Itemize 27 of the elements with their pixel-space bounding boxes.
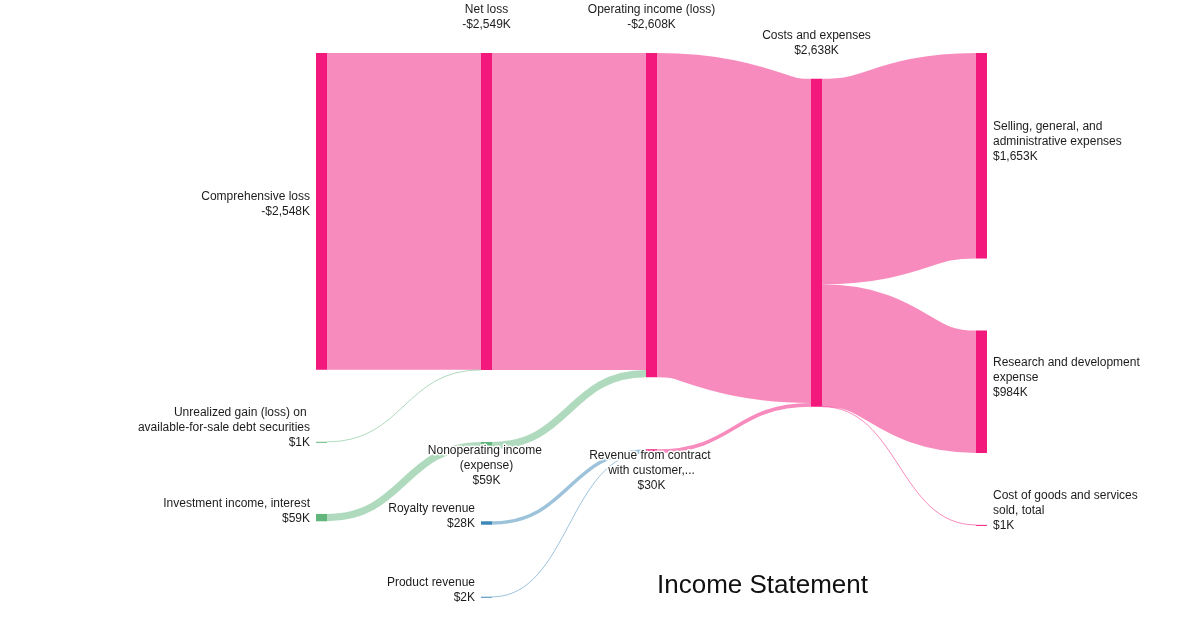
data-label: -$2,608K <box>627 17 676 31</box>
data-label: $30K <box>637 478 666 493</box>
category-label: Operating income (loss) <box>587 2 716 16</box>
data-label: $1K <box>993 517 1015 532</box>
category-label: Costs and expenses <box>762 27 871 42</box>
data-label: $59K <box>281 510 310 525</box>
data-label: $2,638K <box>794 42 839 57</box>
data-label: $1,653K <box>993 148 1038 163</box>
category-label: Unrealized gain (loss) on available-for-sale debt securities <box>137 404 310 434</box>
category-label: Comprehensive loss <box>201 189 310 204</box>
data-label: $2K <box>453 589 475 604</box>
category-label: Investment income, interest <box>163 495 311 510</box>
text: Income Statement <box>657 569 869 599</box>
category-label: Research and development expense <box>993 354 1144 384</box>
category-label: Net loss <box>464 2 509 16</box>
data-label: $59K <box>472 472 501 487</box>
category-label: Nonoperating income (expense) <box>427 442 546 472</box>
data-label: -$2,548K <box>261 204 310 219</box>
category-label: Royalty revenue <box>388 501 476 516</box>
data-label: -$2,549K <box>462 17 511 31</box>
category-label: Selling, general, and administrative expenses <box>993 118 1122 148</box>
category-label: Cost of goods and services sold, total <box>993 487 1142 517</box>
data-label: $28K <box>446 516 475 531</box>
category-label: Product revenue <box>386 574 476 589</box>
data-label: $984K <box>993 384 1028 399</box>
data-label: $1K <box>288 434 310 449</box>
category-label: Revenue from contract with customer,... <box>589 448 714 478</box>
